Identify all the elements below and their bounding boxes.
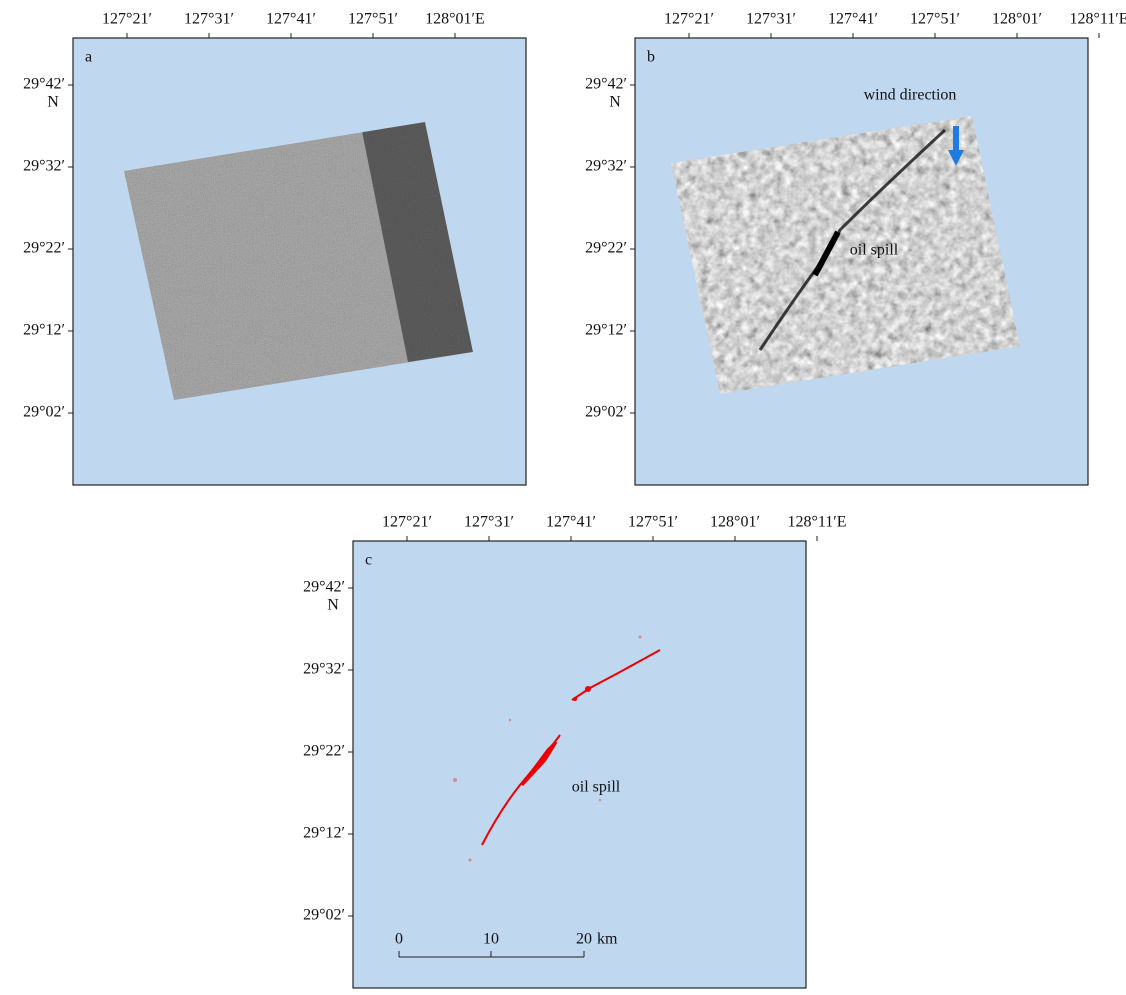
lat-unit: N — [609, 94, 621, 111]
y-tick-label: 29°32′ — [303, 661, 345, 678]
oil-patch — [585, 686, 591, 692]
lat-unit: N — [327, 597, 339, 614]
x-tick-label: 127°31′ — [184, 11, 234, 28]
y-tick-label: 29°02′ — [303, 907, 345, 924]
oil-patch — [639, 636, 642, 639]
y-tick-label: 29°22′ — [585, 240, 627, 257]
y-tick-label: 29°42′ — [23, 76, 65, 93]
y-tick-label: 29°42′ — [303, 579, 345, 596]
y-tick-label: 29°42′ — [585, 76, 627, 93]
x-tick-label: 128°01′ — [710, 514, 760, 531]
x-tick-label: 127°21′ — [664, 11, 714, 28]
y-tick-label: 29°12′ — [303, 825, 345, 842]
annotation: oil spill — [850, 242, 899, 259]
x-tick-label: 127°51′ — [910, 11, 960, 28]
y-tick-label: 29°02′ — [585, 404, 627, 421]
y-tick-label: 29°22′ — [23, 240, 65, 257]
scale-label: 10 — [483, 931, 499, 948]
oil-patch — [453, 778, 457, 782]
y-tick-label: 29°12′ — [585, 322, 627, 339]
scale-unit: km — [597, 931, 618, 948]
scale-label: 20 — [576, 931, 592, 948]
figure: a 127°21′ 127°31′ 127°41′ 127°51′ 128°01′E 29°… — [0, 0, 1126, 990]
x-tick-label: 127°31′ — [746, 11, 796, 28]
panel-label: a — [85, 49, 92, 66]
x-tick-label: 127°41′ — [546, 514, 596, 531]
scale-label: 0 — [395, 931, 403, 948]
y-tick-label: 29°32′ — [23, 158, 65, 175]
oil-patch — [599, 799, 601, 801]
annotation: wind direction — [864, 87, 957, 104]
x-tick-label: 128°01′ — [992, 11, 1042, 28]
oil-patch — [573, 697, 577, 701]
oil-patch — [509, 719, 511, 721]
x-tick-label: 128°11′E — [787, 514, 846, 531]
x-tick-label: 127°21′ — [102, 11, 152, 28]
x-tick-label: 128°01′E — [425, 11, 485, 28]
y-tick-label: 29°12′ — [23, 322, 65, 339]
y-tick-label: 29°02′ — [23, 404, 65, 421]
annotation: oil spill — [572, 779, 621, 796]
oil-patch — [469, 859, 472, 862]
x-tick-label: 127°41′ — [266, 11, 316, 28]
lat-unit: N — [47, 94, 59, 111]
x-tick-label: 127°51′ — [348, 11, 398, 28]
x-tick-label: 127°41′ — [828, 11, 878, 28]
panel-label: b — [647, 49, 655, 66]
map-frame — [353, 541, 806, 988]
y-tick-label: 29°22′ — [303, 743, 345, 760]
y-tick-label: 29°32′ — [585, 158, 627, 175]
panel-label: c — [365, 552, 372, 569]
x-tick-label: 127°21′ — [382, 514, 432, 531]
x-tick-label: 127°31′ — [464, 514, 514, 531]
x-tick-label: 128°11′E — [1069, 11, 1126, 28]
x-tick-label: 127°51′ — [628, 514, 678, 531]
